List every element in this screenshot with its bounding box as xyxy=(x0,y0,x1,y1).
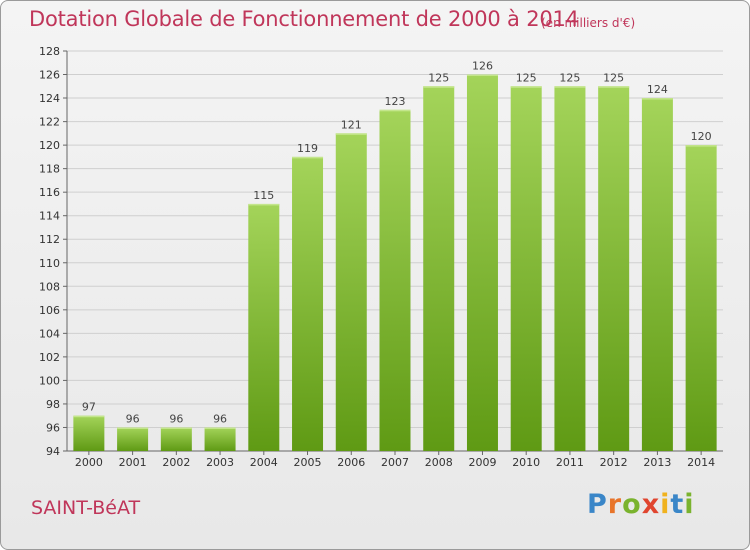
commune-name: SAINT-BéAT xyxy=(31,497,141,519)
y-tick-label: 126 xyxy=(39,69,60,82)
y-tick-label: 102 xyxy=(39,351,60,364)
chart-subtitle: (en milliers d'€) xyxy=(541,16,636,30)
logo-letter: t xyxy=(670,489,685,520)
x-tick-label: 2002 xyxy=(162,456,190,469)
proxiti-logo[interactable]: Proxiti xyxy=(587,489,695,520)
bar-top-edge xyxy=(554,86,586,88)
data-label: 124 xyxy=(647,83,668,96)
bar xyxy=(510,86,542,451)
bar-top-edge xyxy=(160,427,192,429)
x-tick-label: 2014 xyxy=(687,456,715,469)
bars xyxy=(73,74,717,451)
x-tick-label: 2005 xyxy=(294,456,322,469)
data-label: 125 xyxy=(559,71,580,84)
bar xyxy=(466,74,498,451)
y-tick-label: 128 xyxy=(39,45,60,58)
x-tick-label: 2007 xyxy=(381,456,409,469)
data-label: 125 xyxy=(428,71,449,84)
y-tick-label: 96 xyxy=(46,421,60,434)
bar xyxy=(117,427,149,451)
bar xyxy=(423,86,455,451)
data-label: 126 xyxy=(472,60,493,73)
data-label: 120 xyxy=(691,130,712,143)
bar xyxy=(292,156,324,451)
bar-top-edge xyxy=(641,98,673,100)
x-tick-label: 2000 xyxy=(75,456,103,469)
bar-top-edge xyxy=(598,86,630,88)
bar-top-edge xyxy=(335,133,367,135)
data-label: 125 xyxy=(603,71,624,84)
data-label: 96 xyxy=(213,412,227,425)
bar xyxy=(685,145,717,451)
y-tick-label: 110 xyxy=(39,257,60,270)
data-label: 97 xyxy=(82,401,96,414)
y-tick-label: 120 xyxy=(39,139,60,152)
y-tick-label: 98 xyxy=(46,398,60,411)
logo-letter: r xyxy=(607,489,623,520)
y-tick-label: 100 xyxy=(39,374,60,387)
data-label: 96 xyxy=(126,412,140,425)
data-label: 119 xyxy=(297,142,318,155)
y-tick-label: 106 xyxy=(39,304,60,317)
x-tick-label: 2009 xyxy=(468,456,496,469)
chart-title: Dotation Globale de Fonctionnement de 20… xyxy=(29,7,579,31)
bar-top-edge xyxy=(117,427,149,429)
logo-letter: P xyxy=(587,489,608,520)
logo-letter: i xyxy=(684,489,695,520)
x-tick-label: 2004 xyxy=(250,456,278,469)
bar xyxy=(554,86,586,451)
y-tick-label: 112 xyxy=(39,233,60,246)
bar xyxy=(73,415,105,451)
logo-letter: x xyxy=(641,489,661,520)
bar xyxy=(335,133,367,451)
logo-letter: i xyxy=(660,489,671,520)
bar-top-edge xyxy=(379,109,411,112)
bar-top-edge xyxy=(423,86,455,88)
data-label: 115 xyxy=(253,189,274,202)
bar-top-edge xyxy=(73,415,105,418)
data-label: 123 xyxy=(385,95,406,108)
x-tick-label: 2006 xyxy=(337,456,365,469)
bar-top-edge xyxy=(466,74,498,77)
y-tick-label: 118 xyxy=(39,163,60,176)
y-tick-label: 108 xyxy=(39,280,60,293)
bar xyxy=(379,109,411,451)
bar xyxy=(204,427,236,451)
bar xyxy=(641,98,673,451)
y-tick-label: 122 xyxy=(39,116,60,129)
bar xyxy=(160,427,192,451)
y-tick-label: 114 xyxy=(39,210,60,223)
bar-top-edge xyxy=(510,86,542,88)
bar xyxy=(598,86,630,451)
x-tick-label: 2013 xyxy=(643,456,671,469)
labels: 94 96 98 100 102 104 106 108 110 112 114 116 118 120 1… xyxy=(39,45,715,469)
logo-letter: o xyxy=(622,489,642,520)
bar-top-edge xyxy=(292,156,324,159)
y-tick-label: 104 xyxy=(39,327,60,340)
bar-top-edge xyxy=(248,203,280,206)
x-tick-label: 2003 xyxy=(206,456,234,469)
bar xyxy=(248,203,280,451)
data-label: 121 xyxy=(341,118,362,131)
data-label: 125 xyxy=(516,71,537,84)
data-label: 96 xyxy=(169,412,183,425)
bar-top-edge xyxy=(685,145,717,147)
x-tick-label: 2008 xyxy=(425,456,453,469)
x-tick-label: 2001 xyxy=(119,456,147,469)
x-tick-label: 2012 xyxy=(600,456,628,469)
y-tick-label: 94 xyxy=(46,445,60,458)
bar-top-edge xyxy=(204,427,236,429)
y-tick-label: 124 xyxy=(39,92,60,105)
x-tick-label: 2011 xyxy=(556,456,584,469)
x-tick-label: 2010 xyxy=(512,456,540,469)
y-tick-label: 116 xyxy=(39,186,60,199)
